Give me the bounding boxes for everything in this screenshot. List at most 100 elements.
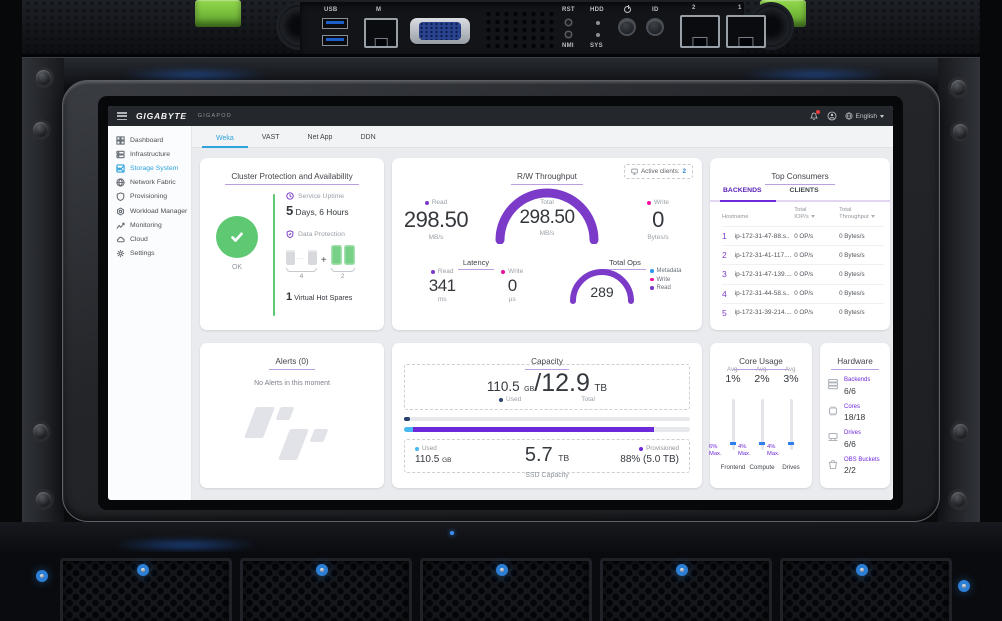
filter-icon[interactable]: [870, 215, 875, 219]
bucket-icon: [828, 459, 838, 469]
used-dot: [499, 397, 504, 402]
panel-title: Hardware: [831, 357, 879, 370]
protection-shield-icon: [286, 230, 294, 238]
io-port-panel: USB M RST NMI HDD SYS ID 2 1: [300, 2, 766, 54]
ssd-capacity-label: SSD Capacity: [525, 472, 569, 479]
sidebar-item-monitoring[interactable]: Monitoring: [108, 218, 191, 232]
brand-logo: GIGABYTE: [136, 111, 187, 121]
protection-label-row: Data Protection: [286, 230, 378, 238]
tab-clients[interactable]: CLIENTS: [789, 187, 819, 194]
throughput-panel: R/W Throughput Active clients: 2 Read 29…: [392, 158, 702, 330]
tab-vast[interactable]: VAST: [261, 134, 280, 141]
tab-netapp[interactable]: Net App: [307, 134, 333, 141]
notification-dot: [816, 110, 820, 114]
faceplate-edge: [0, 54, 1002, 57]
metadata-dot: [650, 269, 654, 273]
data-protection-diagram: ... 4 + 2: [286, 245, 378, 280]
tab-backends[interactable]: BACKENDS: [723, 187, 762, 194]
notifications-bell-icon[interactable]: [809, 110, 820, 121]
vent-mesh: [484, 10, 556, 48]
table-row[interactable]: 1 ip-172-31-47-88.s.. 0 OP/s 0 Bytes/s: [722, 226, 884, 245]
sidebar-item-storage-system[interactable]: Storage System: [108, 161, 191, 175]
gauge-arc: [570, 269, 634, 304]
top-consumers-panel: Top Consumers BACKENDS CLIENTS Hostname …: [710, 158, 890, 330]
monitoring-icon: [116, 222, 125, 229]
product-name: GIGAPOD: [197, 113, 232, 119]
uptime-value: 5 Days, 6 Hours: [286, 203, 349, 218]
total-throughput-gauge: Total 298.50 MB/s: [489, 182, 605, 244]
led-glow: [740, 68, 890, 82]
status-divider: [273, 194, 275, 316]
sidebar-item-dashboard[interactable]: Dashboard: [108, 133, 191, 147]
table-row[interactable]: 4 ip-172-31-44-58.s.. 0 OP/s 0 Bytes/s: [722, 283, 884, 303]
max-tick: [759, 442, 765, 445]
fan-thumbscrew: [958, 580, 970, 592]
fan-thumbscrew: [137, 564, 149, 576]
nmi-label: NMI: [562, 43, 574, 49]
fan-thumbscrew: [316, 564, 328, 576]
chevron-down-icon: [880, 114, 884, 118]
panel-title: Core Usage: [733, 357, 789, 370]
lan-m-port: [364, 18, 398, 48]
hardware-drives: Drives 6/6: [827, 430, 886, 449]
total-ops-value: 289: [590, 284, 614, 300]
rail-screw: [953, 424, 968, 439]
rack-edge-left: [0, 0, 22, 621]
usage-bar: [730, 399, 736, 450]
write-dot: [650, 277, 654, 282]
hot-spares: 1 Virtual Hot Spares: [286, 291, 353, 303]
usage-bar: [788, 399, 794, 450]
hdd-label: HDD: [590, 7, 604, 13]
led-glow: [110, 538, 260, 552]
alerts-empty-message: No Alerts in this moment: [254, 380, 330, 387]
fan-thumbscrew: [856, 564, 868, 576]
sidebar-item-infrastructure[interactable]: Infrastructure: [108, 147, 191, 161]
cloud-icon: [116, 236, 125, 243]
sidebar-item-provisioning[interactable]: Provisioning: [108, 190, 191, 204]
table-row[interactable]: 2 ip-172-31-41-117.... 0 OP/s 0 Bytes/s: [722, 245, 884, 264]
usb-port-2: [322, 35, 348, 46]
shield-icon: [116, 192, 125, 202]
read-dot: [650, 286, 654, 290]
panel-title: Alerts (0): [269, 357, 315, 370]
core-usage-frontend: Avg. 1% 6% Max. Frontend: [709, 367, 746, 471]
sidebar-item-workload-manager[interactable]: Workload Manager: [108, 204, 191, 218]
globe-icon: [116, 178, 125, 187]
provisioned-capacity-bar: [404, 427, 690, 432]
user-avatar-icon[interactable]: [827, 111, 837, 121]
capacity-panel: Capacity 110.5 GB/12.9 TB Used Total: [392, 343, 702, 488]
fan-tray: [0, 552, 1002, 621]
sidebar-item-settings[interactable]: Settings: [108, 247, 191, 261]
sidebar-item-network-fabric[interactable]: Network Fabric: [108, 176, 191, 190]
read-dot: [430, 269, 435, 274]
panel-title: R/W Throughput: [511, 172, 583, 185]
read-throughput-metric: Read 298.50 MB/s: [403, 199, 469, 241]
tab-ddn[interactable]: DDN: [360, 134, 376, 141]
used-dot: [415, 446, 419, 451]
rack-rail-right: [938, 58, 980, 551]
table-row[interactable]: 3 ip-172-31-47-139.... 0 OP/s 0 Bytes/s: [722, 264, 884, 283]
sidebar-item-cloud[interactable]: Cloud: [108, 232, 191, 246]
write-dot: [501, 269, 506, 274]
parity-blocks-count: 2: [340, 273, 345, 280]
status-led: [450, 531, 454, 535]
filter-icon[interactable]: [810, 215, 815, 219]
rack-rail-left: [22, 58, 64, 551]
table-row[interactable]: 5 ip-172-31-39-214.... 0 OP/s 0 Bytes/s: [722, 302, 884, 322]
total-ops-gauge: 289: [564, 262, 640, 310]
fan-module: [780, 558, 952, 621]
rail-screw: [36, 70, 51, 85]
storage-icon: [116, 164, 125, 173]
core-usage-drives: Avg. 3% 4% Max. Drives: [767, 367, 800, 471]
language-selector[interactable]: English: [845, 112, 884, 120]
weka-watermark: [242, 405, 342, 467]
fan-thumbscrew: [34, 568, 50, 584]
vendor-tabs: Weka VAST Net App DDN: [192, 126, 893, 148]
workload-icon: [116, 206, 125, 216]
rail-screw: [951, 492, 966, 507]
tab-weka[interactable]: Weka: [202, 135, 248, 148]
nmi-button: [566, 32, 571, 37]
menu-icon[interactable]: [117, 112, 127, 120]
latency-metrics: Read 341 ms Write 0 µs: [428, 268, 524, 304]
lower-chassis-strip: [0, 522, 1002, 552]
